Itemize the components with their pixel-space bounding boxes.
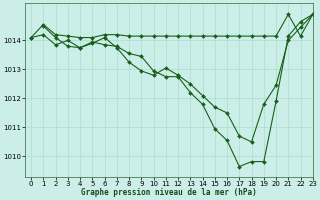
X-axis label: Graphe pression niveau de la mer (hPa): Graphe pression niveau de la mer (hPa): [81, 188, 257, 197]
